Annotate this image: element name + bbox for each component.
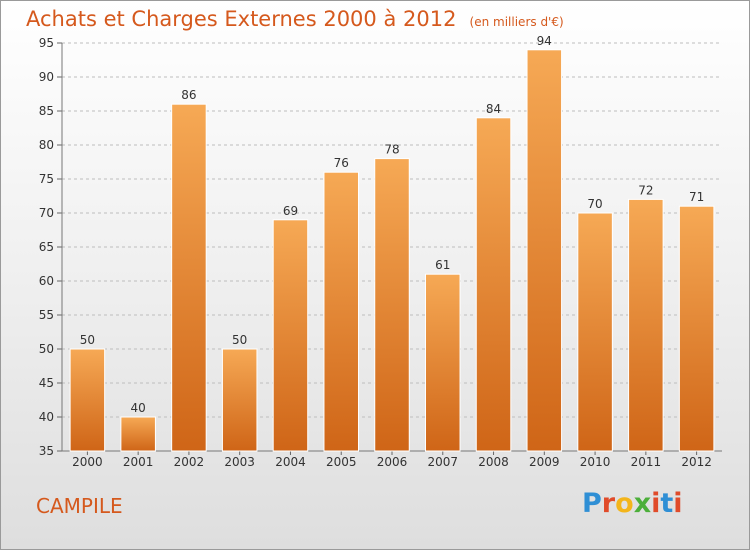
x-tick-label-2011: 2011 [631, 455, 662, 469]
x-tick-label-2004: 2004 [275, 455, 306, 469]
data-label-2003: 50 [232, 333, 247, 347]
x-tick-label-2006: 2006 [377, 455, 408, 469]
logo-letter: o [615, 488, 634, 519]
logo-letter: P [582, 488, 602, 519]
x-tick-label-2005: 2005 [326, 455, 357, 469]
bar-2001 [120, 416, 156, 452]
proxiti-logo: Proxiti [582, 488, 683, 519]
bar-2005 [323, 171, 359, 452]
data-label-2006: 78 [384, 143, 399, 157]
bar-2010 [577, 212, 613, 452]
location-name: CAMPILE [36, 494, 123, 518]
x-tick-label-2000: 2000 [72, 455, 103, 469]
y-tick-label: 90 [39, 70, 54, 84]
x-tick-label-2008: 2008 [478, 455, 509, 469]
y-tick-label: 65 [39, 240, 54, 254]
bar-2012 [678, 205, 715, 452]
labels: 35 40 45 50 55 60 65 70 75 80 85 90 95 50 2000 40 2001 86… [39, 34, 712, 469]
y-tick-label: 45 [39, 376, 54, 390]
data-label-2009: 94 [537, 34, 552, 48]
y-tick-label: 75 [39, 172, 54, 186]
bar-2006 [374, 158, 410, 452]
y-tick-label: 55 [39, 308, 54, 322]
y-tick-label: 95 [39, 36, 54, 50]
x-tick-label-2007: 2007 [427, 455, 458, 469]
y-tick-label: 35 [39, 444, 54, 458]
bar-2004 [272, 219, 309, 452]
logo-letter: x [633, 488, 652, 519]
y-tick-label: 40 [39, 410, 54, 424]
x-tick-label-2009: 2009 [529, 455, 560, 469]
data-label-2005: 76 [334, 156, 349, 170]
data-label-2011: 72 [638, 183, 653, 197]
chart-title: Achats et Charges Externes 2000 à 2012 [26, 7, 457, 31]
logo-letter: i [673, 488, 683, 519]
chart-subtitle: (en milliers d'€) [469, 15, 564, 29]
bar-2002 [171, 103, 207, 452]
data-label-2001: 40 [131, 401, 146, 415]
bar-2009 [526, 49, 563, 452]
bar-2008 [475, 117, 512, 452]
x-tick-label-2012: 2012 [681, 455, 712, 469]
logo-letter: t [660, 488, 674, 519]
x-tick-label-2003: 2003 [224, 455, 255, 469]
data-label-2012: 71 [689, 190, 704, 204]
bar-2011 [628, 198, 664, 452]
bar-2000 [69, 348, 106, 452]
y-tick-label: 50 [39, 342, 54, 356]
bar-2003 [221, 348, 258, 452]
bar-2007 [425, 273, 461, 452]
y-tick-label: 85 [39, 104, 54, 118]
x-tick-label-2010: 2010 [580, 455, 611, 469]
data-label-2010: 70 [587, 197, 602, 211]
x-tick-label-2001: 2001 [123, 455, 154, 469]
x-tick-label-2002: 2002 [174, 455, 205, 469]
bars [69, 49, 715, 452]
data-label-2000: 50 [80, 333, 95, 347]
title-row: Achats et Charges Externes 2000 à 2012 (… [26, 7, 564, 31]
logo-letter: r [601, 488, 616, 519]
y-tick-label: 80 [39, 138, 54, 152]
data-label-2008: 84 [486, 102, 501, 116]
data-label-2002: 86 [181, 88, 196, 102]
data-label-2007: 61 [435, 258, 450, 272]
y-tick-label: 70 [39, 206, 54, 220]
y-tick-label: 60 [39, 274, 54, 288]
data-label-2004: 69 [283, 204, 298, 218]
logo-letter: i [651, 488, 661, 519]
